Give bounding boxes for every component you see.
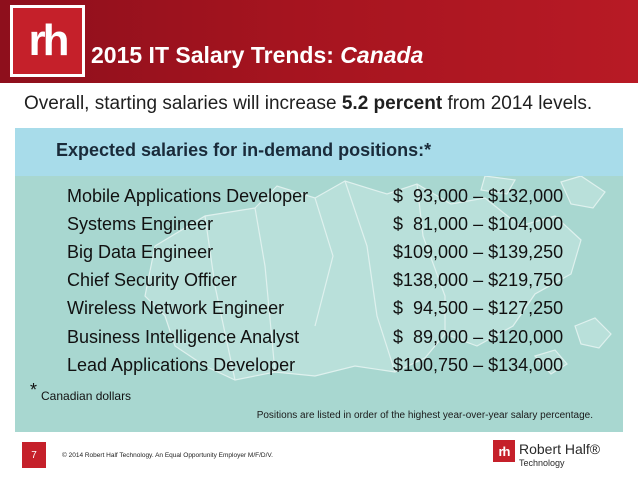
position-title: Lead Applications Developer (67, 354, 296, 375)
position-title: Wireless Network Engineer (67, 298, 285, 319)
position-salary: $ 93,000 – $132,000 (393, 185, 564, 206)
statement-highlight: 5.2 percent (341, 93, 443, 114)
statement-after: from 2014 levels. (442, 93, 593, 114)
brand-subtitle: Technology (519, 458, 565, 468)
position-row: Lead Applications Developer $100,750 – $… (67, 351, 607, 379)
position-row: Wireless Network Engineer $ 94,500 – $12… (67, 295, 607, 323)
banner-heading: Expected salaries for in-demand position… (56, 140, 432, 160)
positions-banner: Expected salaries for in-demand position… (15, 128, 623, 176)
position-row: Business Intelligence Analyst $ 89,000 –… (67, 323, 607, 351)
salary-increase-statement: Overall, starting salaries will increase… (24, 93, 624, 115)
position-row: Mobile Applications Developer $ 93,000 –… (67, 182, 607, 210)
position-title: Business Intelligence Analyst (67, 326, 300, 347)
footnote-currency: Canadian dollars (41, 389, 132, 403)
footnote-asterisk: * (30, 380, 38, 400)
position-title: Systems Engineer (67, 213, 214, 234)
position-salary: $100,750 – $134,000 (393, 354, 564, 375)
rh-logo: rh (10, 5, 85, 77)
position-salary: $109,000 – $139,250 (393, 241, 564, 262)
copyright-notice: © 2014 Robert Half Technology. An Equal … (62, 452, 273, 459)
position-salary: $ 81,000 – $104,000 (393, 213, 564, 234)
order-note: Positions are listed in order of the hig… (256, 410, 593, 421)
header-bar: rh 2015 IT Salary Trends: Canada (0, 0, 638, 83)
salary-panel: Mobile Applications Developer $ 93,000 –… (15, 176, 623, 432)
position-title: Mobile Applications Developer (67, 185, 309, 206)
position-row: Chief Security Officer $138,000 – $219,7… (67, 267, 607, 295)
rh-logo-text: rh (28, 16, 70, 65)
slide-title: 2015 IT Salary Trends: Canada (91, 42, 423, 69)
position-row: Big Data Engineer $109,000 – $139,250 (67, 238, 607, 266)
position-title: Chief Security Officer (67, 270, 237, 291)
page-number: 7 (22, 442, 46, 468)
canada-map-illustration (144, 176, 612, 381)
positions-table: Mobile Applications Developer $ 93,000 –… (67, 182, 607, 379)
brand-mark: rh (493, 440, 515, 462)
position-salary: $ 94,500 – $127,250 (393, 298, 564, 319)
position-salary: $ 89,000 – $120,000 (393, 326, 564, 347)
slide-title-region: Canada (340, 42, 424, 68)
position-row: Systems Engineer $ 81,000 – $104,000 (67, 210, 607, 238)
statement-before: Overall, starting salaries will increase (24, 93, 342, 114)
position-salary: $138,000 – $219,750 (393, 270, 564, 291)
slide-title-prefix: 2015 IT Salary Trends: (91, 42, 341, 68)
robert-half-logo: rh Robert Half® Technology (493, 440, 623, 470)
position-title: Big Data Engineer (67, 241, 214, 262)
brand-name: Robert Half® (519, 441, 601, 457)
